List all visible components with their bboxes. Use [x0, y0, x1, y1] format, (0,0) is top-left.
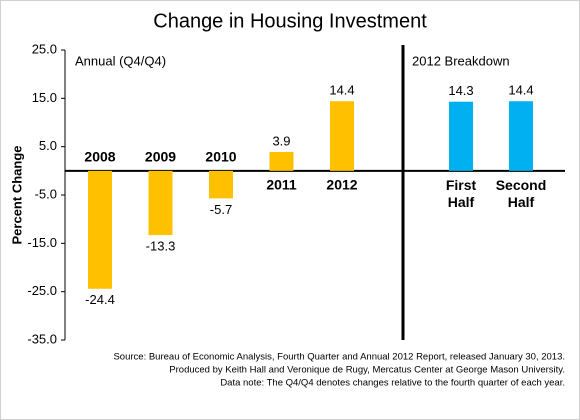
- x-tick-label: Second Half: [496, 177, 547, 210]
- value-label: 14.4: [508, 83, 533, 98]
- value-label: -5.7: [210, 202, 232, 217]
- y-tick-label: 15.0: [32, 90, 57, 105]
- bar: [269, 151, 294, 171]
- footnote: Data note: The Q4/Q4 denotes changes rel…: [220, 378, 565, 389]
- value-label: 14.4: [329, 83, 354, 98]
- y-tick-label: 5.0: [39, 138, 57, 153]
- bar: [509, 101, 533, 171]
- x-tick-label: 2008: [84, 149, 115, 165]
- chart-title: Change in Housing Investment: [153, 10, 427, 32]
- x-tick-label: 2009: [145, 149, 176, 165]
- x-tick-label: First Half: [446, 177, 477, 210]
- footnote: Produced by Keith Hall and Veronique de …: [169, 365, 565, 376]
- value-label: -13.3: [146, 239, 176, 254]
- y-axis-label: Percent Change: [9, 146, 24, 245]
- x-tick-label: 2010: [205, 149, 236, 165]
- y-tick-label: 25.0: [32, 41, 57, 56]
- y-tick-label: -5.0: [35, 186, 57, 201]
- value-label: -24.4: [85, 292, 115, 307]
- bar: [148, 170, 173, 236]
- bar: [449, 101, 473, 171]
- footnote: Source: Bureau of Economic Analysis, Fou…: [113, 352, 565, 363]
- y-tick-label: -35.0: [27, 331, 57, 346]
- y-tick-label: -25.0: [27, 283, 57, 298]
- bar: [330, 101, 354, 171]
- value-label: 14.3: [448, 83, 473, 98]
- x-tick-label: 2012: [326, 177, 357, 193]
- section-label: Annual (Q4/Q4): [75, 53, 166, 68]
- section-label: 2012 Breakdown: [412, 53, 510, 68]
- bar: [88, 170, 112, 289]
- x-tick-label: 2011: [266, 177, 297, 193]
- bar: [209, 170, 233, 199]
- y-tick-label: -15.0: [27, 235, 57, 250]
- value-label: 3.9: [272, 133, 290, 148]
